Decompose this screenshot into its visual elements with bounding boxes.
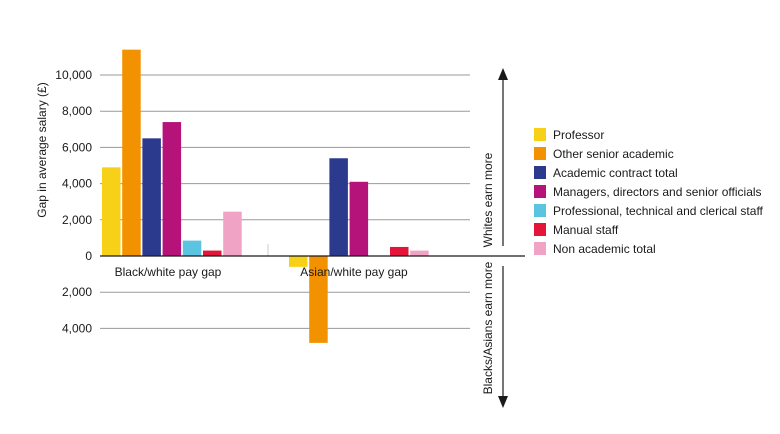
bars: [102, 49, 429, 343]
bar-asian-professor: [289, 256, 308, 267]
legend-swatch: [534, 204, 546, 217]
bar-asian-non-academic-total: [410, 250, 429, 256]
y-tick-label: 4,000: [62, 321, 92, 335]
legend-swatch: [534, 185, 546, 198]
bar-black-managers-directors-and-senior-officials: [162, 122, 182, 256]
legend-label: Professional, technical and clerical sta…: [553, 204, 764, 218]
annotation-blacks-asians-earn-more: Blacks/Asians earn more: [481, 261, 495, 394]
category-label: Asian/white pay gap: [300, 265, 408, 279]
direction-arrows: [498, 68, 508, 408]
y-tick-label: 10,000: [55, 68, 92, 82]
bar-black-professor: [102, 167, 121, 256]
bar-asian-managers-directors-and-senior-officials: [349, 181, 369, 256]
legend-swatch: [534, 128, 546, 141]
legend-swatch: [534, 166, 546, 179]
bar-black-other-senior-academic: [122, 49, 141, 256]
legend-label: Academic contract total: [553, 166, 678, 180]
bar-asian-manual-staff: [390, 246, 409, 256]
y-tick-label: 4,000: [62, 177, 92, 191]
legend-label: Manual staff: [553, 223, 619, 237]
category-label: Black/white pay gap: [115, 265, 222, 279]
y-axis-ticks: 4,000 2,000 0 2,000 4,000 6,000 8,000 10,000: [55, 68, 92, 335]
y-tick-label: 2,000: [62, 285, 92, 299]
arrow-up-icon: [498, 68, 508, 80]
y-tick-label: 8,000: [62, 104, 92, 118]
y-tick-label: 6,000: [62, 140, 92, 154]
legend-label: Managers, directors and senior officials: [553, 185, 762, 199]
legend-label: Non academic total: [553, 242, 656, 256]
legend-label: Professor: [553, 128, 604, 142]
bar-black-manual-staff: [203, 250, 222, 256]
bar-asian-other-senior-academic: [309, 256, 328, 343]
legend-label: Other senior academic: [553, 147, 674, 161]
legend-swatch: [534, 242, 546, 255]
legend-swatch: [534, 147, 546, 160]
y-tick-label: 2,000: [62, 213, 92, 227]
bar-black-non-academic-total: [223, 211, 242, 256]
bar-black-professional-technical-and-clerical-staff: [182, 240, 202, 256]
legend: Professor Other senior academic Academic c…: [534, 128, 764, 256]
legend-swatch: [534, 223, 546, 236]
arrow-down-icon: [498, 396, 508, 408]
category-labels: Black/white pay gap Asian/white pay gap: [115, 265, 408, 279]
gridlines: [100, 74, 470, 329]
y-tick-label: 0: [85, 249, 92, 263]
bar-asian-academic-contract-total: [329, 158, 348, 256]
y-axis-label: Gap in average salary (£): [35, 82, 49, 217]
bar-black-academic-contract-total: [142, 138, 161, 256]
annotation-whites-earn-more: Whites earn more: [481, 152, 495, 247]
